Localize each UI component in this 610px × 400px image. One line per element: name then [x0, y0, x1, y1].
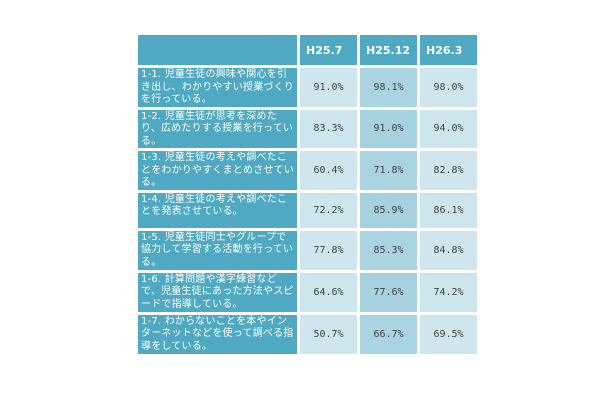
value-cell: 74.2% [420, 272, 477, 312]
survey-table-container: H25.7 H25.12 H26.3 1-1. 児童生徒の興味や関心を引き出し、… [135, 32, 480, 357]
value-cell: 85.9% [360, 192, 417, 228]
value-cell: 85.3% [360, 230, 417, 270]
row-label: 1-4. 児童生徒の考えや調べたことを発表させている。 [138, 192, 297, 228]
header-corner-cell [138, 35, 297, 65]
column-header-h26-3: H26.3 [420, 35, 477, 65]
value-cell: 60.4% [300, 151, 357, 190]
table-row: 1-4. 児童生徒の考えや調べたことを発表させている。 72.2% 85.9% … [138, 192, 477, 228]
value-cell: 86.1% [420, 192, 477, 228]
row-label: 1-1. 児童生徒の興味や関心を引き出し、わかりやすい授業づくりを行っている。 [138, 68, 297, 107]
value-cell: 84.8% [420, 230, 477, 270]
table-row: 1-1. 児童生徒の興味や関心を引き出し、わかりやすい授業づくりを行っている。 … [138, 68, 477, 107]
value-cell: 94.0% [420, 109, 477, 148]
row-label: 1-5. 児童生徒同士やグループで協力して学習する活動を行っている。 [138, 230, 297, 270]
value-cell: 77.6% [360, 272, 417, 312]
row-label: 1-2. 児童生徒が思考を深めたり、広めたりする授業を行っている。 [138, 109, 297, 148]
column-header-h25-7: H25.7 [300, 35, 357, 65]
table-row: 1-7. わからないことを本やインターネットなどを使って調べる指導をしている。 … [138, 314, 477, 354]
row-label: 1-3. 児童生徒の考えや調べたことをわかりやすくまとめさせている。 [138, 151, 297, 190]
value-cell: 69.5% [420, 314, 477, 354]
value-cell: 91.0% [360, 109, 417, 148]
table-row: 1-5. 児童生徒同士やグループで協力して学習する活動を行っている。 77.8%… [138, 230, 477, 270]
value-cell: 72.2% [300, 192, 357, 228]
table-row: 1-6. 計算問題や漢字練習などで、児童生徒にあった方法やスピードで指導している… [138, 272, 477, 312]
header-row: H25.7 H25.12 H26.3 [138, 35, 477, 65]
value-cell: 83.3% [300, 109, 357, 148]
value-cell: 82.8% [420, 151, 477, 190]
value-cell: 50.7% [300, 314, 357, 354]
value-cell: 98.1% [360, 68, 417, 107]
table-row: 1-3. 児童生徒の考えや調べたことをわかりやすくまとめさせている。 60.4%… [138, 151, 477, 190]
value-cell: 91.0% [300, 68, 357, 107]
value-cell: 77.8% [300, 230, 357, 270]
row-label: 1-7. わからないことを本やインターネットなどを使って調べる指導をしている。 [138, 314, 297, 354]
table-row: 1-2. 児童生徒が思考を深めたり、広めたりする授業を行っている。 83.3% … [138, 109, 477, 148]
value-cell: 64.6% [300, 272, 357, 312]
survey-table: H25.7 H25.12 H26.3 1-1. 児童生徒の興味や関心を引き出し、… [135, 32, 480, 357]
value-cell: 71.8% [360, 151, 417, 190]
row-label: 1-6. 計算問題や漢字練習などで、児童生徒にあった方法やスピードで指導している… [138, 272, 297, 312]
value-cell: 66.7% [360, 314, 417, 354]
column-header-h25-12: H25.12 [360, 35, 417, 65]
value-cell: 98.0% [420, 68, 477, 107]
